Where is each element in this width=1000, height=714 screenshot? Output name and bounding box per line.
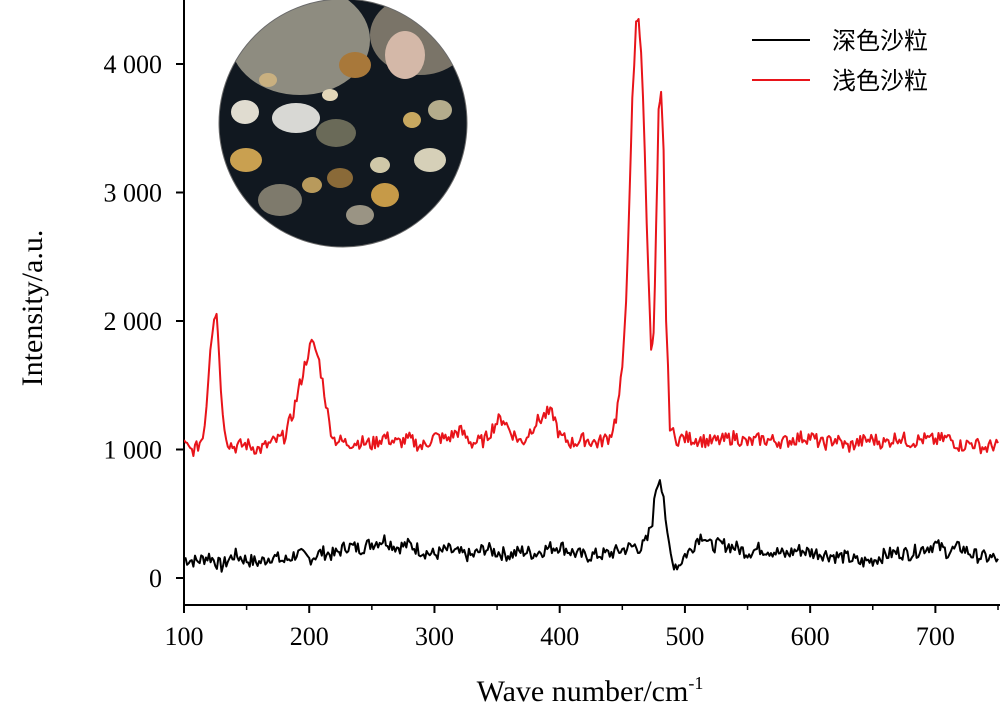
- y-tick-label: 4 000: [104, 50, 163, 79]
- x-tick-label: 100: [165, 622, 204, 651]
- x-tick-label: 600: [791, 622, 830, 651]
- series-line-light-grains: [184, 18, 999, 457]
- legend: 深色沙粒 浅色沙粒: [752, 27, 928, 95]
- series-line-dark-grains: [184, 479, 999, 573]
- y-ticks: 0 1 000 2 000 3 000 4 000: [104, 50, 184, 593]
- x-axis-title: Wave number/cm-1: [477, 673, 704, 708]
- y-tick-label: 2 000: [104, 307, 163, 336]
- x-tick-label: 700: [916, 622, 955, 651]
- legend-label-light-grains: 浅色沙粒: [832, 67, 928, 95]
- x-tick-label: 300: [415, 622, 454, 651]
- y-tick-label: 3 000: [104, 179, 163, 208]
- y-axis-title: Intensity/a.u.: [16, 230, 49, 387]
- y-tick-label: 1 000: [104, 436, 163, 465]
- x-tick-label: 400: [540, 622, 579, 651]
- x-ticks: 100 200 300 400 500 600 700: [165, 605, 999, 651]
- legend-label-dark-grains: 深色沙粒: [832, 27, 928, 55]
- series-layer: [184, 18, 999, 573]
- sand-grain-photo-inset: [218, 0, 468, 248]
- x-tick-label: 200: [290, 622, 329, 651]
- y-tick-label: 0: [149, 564, 162, 593]
- axes: [183, 0, 1000, 606]
- x-tick-label: 500: [665, 622, 704, 651]
